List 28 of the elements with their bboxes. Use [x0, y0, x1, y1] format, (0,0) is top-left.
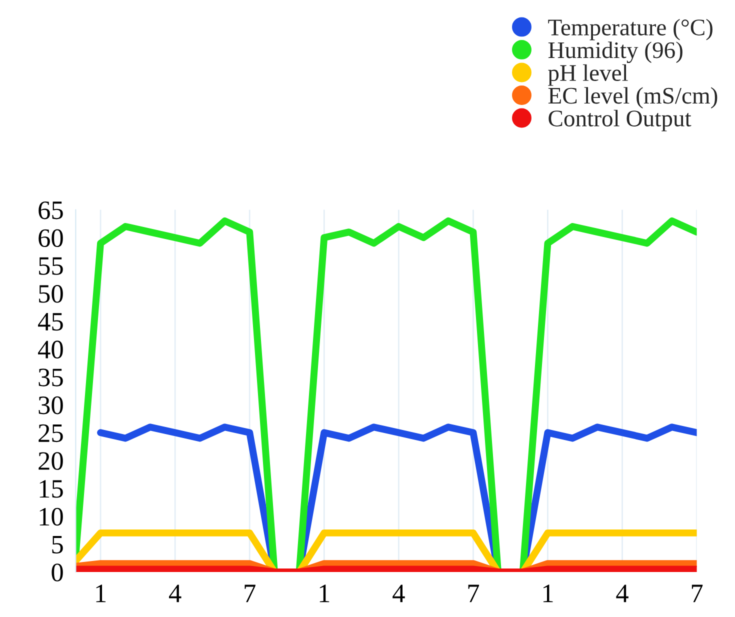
x-tick-label: 1 — [320, 584, 330, 602]
x-tick-label: 4 — [392, 584, 405, 602]
x-tick-label: 1 — [96, 584, 106, 602]
legend-label: Control Output — [548, 110, 692, 132]
y-tick-label: 55 — [39, 257, 63, 275]
x-tick-label: 4 — [616, 584, 628, 602]
y-tick-label: 60 — [38, 229, 63, 248]
y-tick-label: 25 — [38, 424, 63, 442]
x-tick-label: 1 — [543, 584, 553, 602]
legend-label: EC level (mS/cm) — [548, 87, 718, 109]
x-tick-label: 7 — [244, 584, 256, 602]
x-tick-label: 7 — [468, 584, 480, 602]
y-tick-label: 10 — [40, 508, 63, 526]
y-tick-label: 5 — [52, 536, 63, 554]
y-tick-label: 40 — [38, 340, 63, 358]
y-tick-label: 30 — [38, 396, 63, 414]
legend-label: pH level — [548, 64, 628, 86]
x-tick-label: 4 — [168, 584, 182, 602]
y-tick-label: 65 — [38, 201, 63, 220]
legend-label: Temperature (°C) — [548, 18, 712, 40]
y-tick-label: 45 — [38, 313, 63, 331]
y-tick-label: 35 — [38, 368, 63, 386]
legend-label: Humidity (96) — [548, 42, 682, 64]
y-tick-label: 0 — [52, 564, 63, 582]
x-tick-label: 7 — [692, 584, 703, 602]
y-tick-label: 15 — [40, 480, 63, 498]
y-tick-label: 20 — [38, 452, 63, 470]
y-tick-label: 50 — [39, 284, 63, 303]
